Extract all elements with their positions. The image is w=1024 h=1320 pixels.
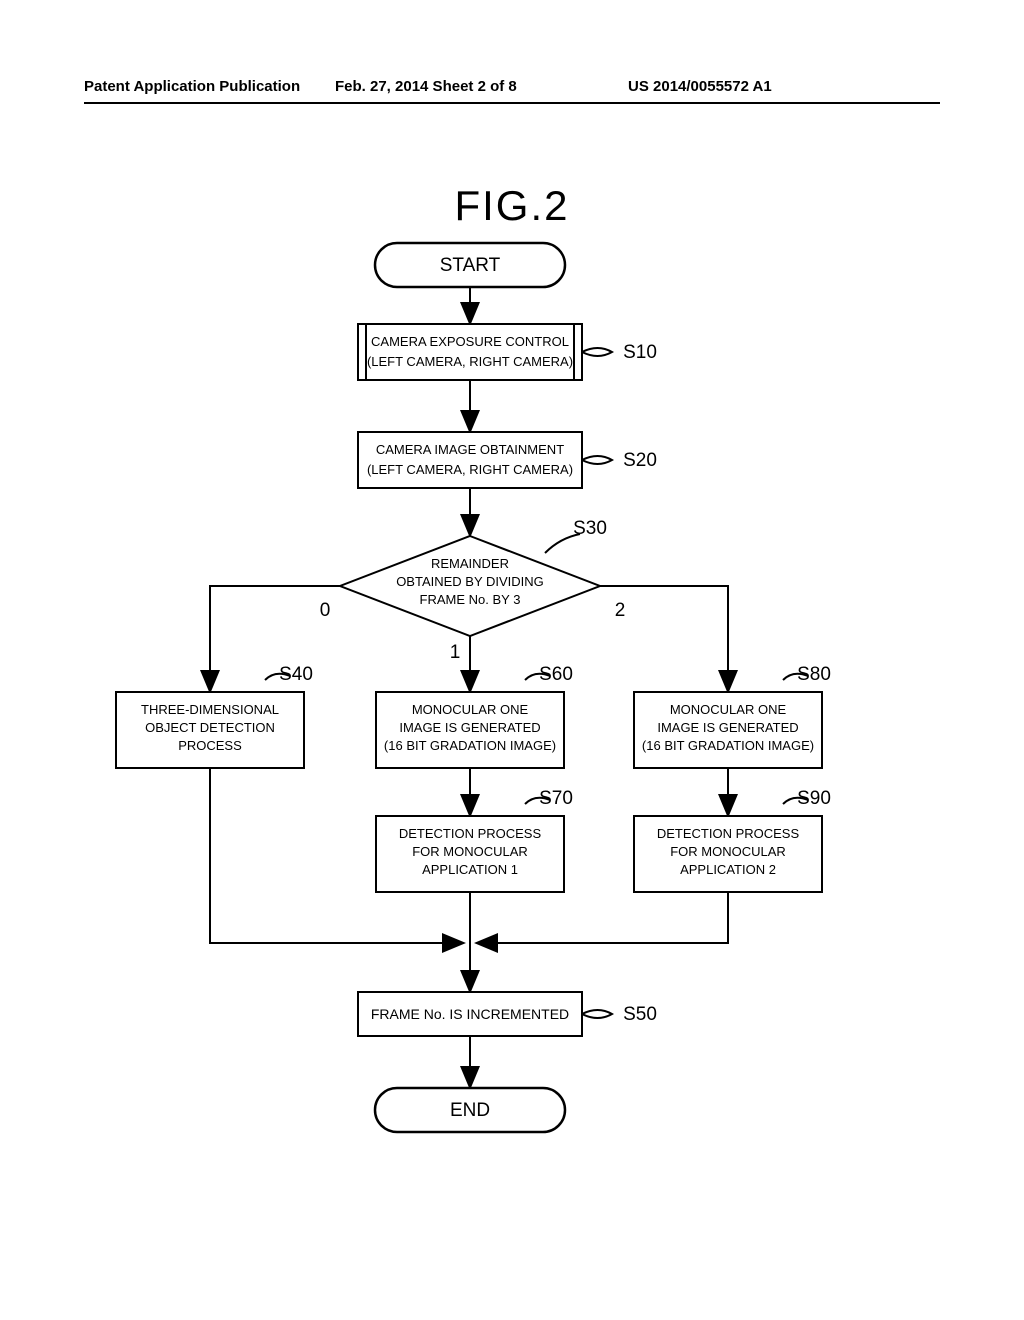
s80-line3: (16 BIT GRADATION IMAGE): [642, 738, 814, 753]
start-label: START: [440, 255, 501, 276]
branch-0: 0: [320, 600, 331, 621]
s60-tag: S60: [539, 664, 573, 685]
header-center: Feb. 27, 2014 Sheet 2 of 8: [335, 78, 517, 95]
s20-line2: (LEFT CAMERA, RIGHT CAMERA): [367, 462, 573, 477]
s70-tag: S70: [539, 788, 573, 809]
s40-line2: OBJECT DETECTION: [145, 720, 275, 735]
s30-line2: OBTAINED BY DIVIDING: [396, 574, 544, 589]
s90-line3: APPLICATION 2: [680, 862, 776, 877]
s90-tag: S90: [797, 788, 831, 809]
s20-box: [358, 432, 582, 488]
s30-line1: REMAINDER: [431, 556, 509, 571]
s90-line1: DETECTION PROCESS: [657, 826, 800, 841]
s50-tag-tilde: [582, 1010, 612, 1018]
s50-tag: S50: [623, 1004, 657, 1025]
s30-line3: FRAME No. BY 3: [420, 592, 521, 607]
s10-box: [358, 324, 582, 380]
s40-line3: PROCESS: [178, 738, 242, 753]
branch-2: 2: [615, 600, 626, 621]
s80-line1: MONOCULAR ONE: [670, 702, 787, 717]
s60-line1: MONOCULAR ONE: [412, 702, 529, 717]
s10-line2: (LEFT CAMERA, RIGHT CAMERA): [367, 354, 573, 369]
s40-tag: S40: [279, 664, 313, 685]
s50-line1: FRAME No. IS INCREMENTED: [371, 1006, 569, 1022]
s70-line1: DETECTION PROCESS: [399, 826, 542, 841]
s90-line2: FOR MONOCULAR: [670, 844, 786, 859]
s20-tag: S20: [623, 450, 657, 471]
s60-line2: IMAGE IS GENERATED: [399, 720, 540, 735]
s10-tag-tilde: [582, 348, 612, 356]
header-rule: [84, 102, 940, 104]
header-left: Patent Application Publication: [84, 78, 300, 95]
s60-line3: (16 BIT GRADATION IMAGE): [384, 738, 556, 753]
page: Patent Application Publication Feb. 27, …: [0, 0, 1024, 1320]
arrow-s90-merge: [478, 892, 728, 943]
s70-line3: APPLICATION 1: [422, 862, 518, 877]
s70-line2: FOR MONOCULAR: [412, 844, 528, 859]
s20-line1: CAMERA IMAGE OBTAINMENT: [376, 442, 564, 457]
s80-line2: IMAGE IS GENERATED: [657, 720, 798, 735]
flowchart-svg: START CAMERA EXPOSURE CONTROL (LEFT CAME…: [100, 238, 920, 1198]
header-right: US 2014/0055572 A1: [628, 78, 772, 95]
s10-tag: S10: [623, 342, 657, 363]
branch-1: 1: [450, 642, 461, 663]
s30-tag: S30: [573, 518, 607, 539]
figure-title: FIG.2: [0, 182, 1024, 230]
end-label: END: [450, 1100, 490, 1121]
s80-tag: S80: [797, 664, 831, 685]
s20-tag-tilde: [582, 456, 612, 464]
s10-line1: CAMERA EXPOSURE CONTROL: [371, 334, 569, 349]
s40-line1: THREE-DIMENSIONAL: [141, 702, 279, 717]
